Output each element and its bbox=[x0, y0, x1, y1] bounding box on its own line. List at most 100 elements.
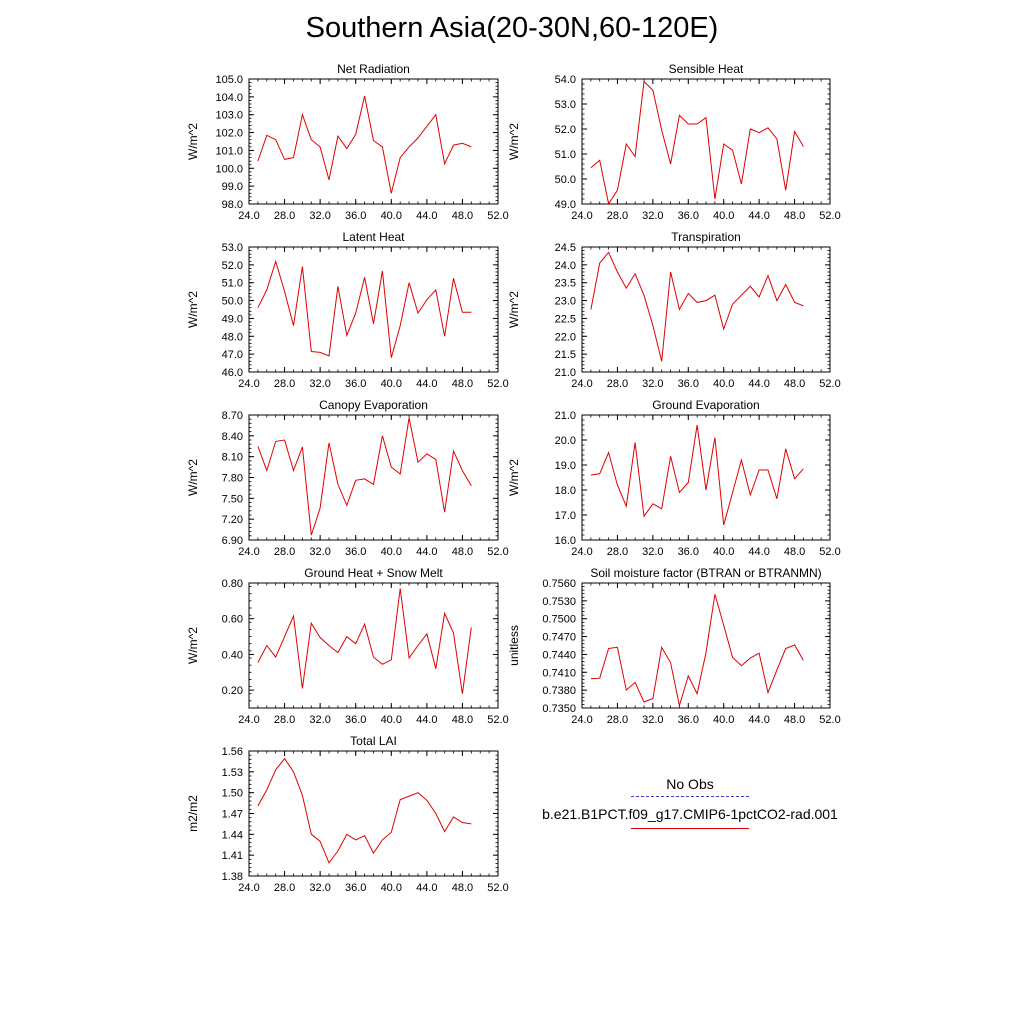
x-tick-label: 48.0 bbox=[784, 378, 805, 390]
y-tick-label: 49.0 bbox=[222, 313, 243, 325]
x-tick-label: 44.0 bbox=[748, 546, 769, 558]
x-tick-label: 24.0 bbox=[571, 714, 592, 726]
x-tick-label: 52.0 bbox=[487, 210, 508, 222]
y-axis-label: W/m^2 bbox=[186, 291, 200, 328]
chart-panel-7: Ground Heat + Snow Melt W/m^2 24.0 28.0 32.0… bbox=[186, 566, 509, 726]
x-tick-label: 44.0 bbox=[416, 714, 437, 726]
y-tick-label: 52.0 bbox=[222, 260, 243, 272]
y-axis-label: W/m^2 bbox=[507, 291, 521, 328]
x-tick-label: 28.0 bbox=[274, 546, 295, 558]
x-tick-label: 28.0 bbox=[607, 546, 628, 558]
series-line-model bbox=[590, 251, 804, 362]
plot-frame bbox=[248, 414, 499, 541]
chart-title: Soil moisture factor (BTRAN or BTRANMN) bbox=[590, 566, 821, 580]
plot-frame bbox=[248, 246, 499, 373]
x-tick-label: 28.0 bbox=[607, 210, 628, 222]
x-tick-label: 40.0 bbox=[381, 378, 402, 390]
x-tick-label: 36.0 bbox=[345, 882, 366, 894]
chart-title: Canopy Evaporation bbox=[319, 398, 428, 412]
x-tick-label: 40.0 bbox=[713, 378, 734, 390]
y-tick-label: 1.38 bbox=[222, 871, 243, 883]
y-tick-label: 8.10 bbox=[222, 452, 243, 464]
x-tick-label: 40.0 bbox=[381, 210, 402, 222]
chart-title: Sensible Heat bbox=[669, 62, 744, 76]
x-tick-label: 40.0 bbox=[381, 714, 402, 726]
series-line-model bbox=[257, 259, 472, 358]
x-tick-label: 48.0 bbox=[784, 714, 805, 726]
y-tick-label: 0.60 bbox=[222, 614, 243, 626]
chart-panel-4: Transpiration W/m^2 24.0 28.0 32.0 36.0 40.0 44… bbox=[507, 230, 841, 390]
x-tick-label: 28.0 bbox=[607, 378, 628, 390]
y-tick-label: 0.7440 bbox=[542, 649, 576, 661]
x-tick-label: 36.0 bbox=[678, 714, 699, 726]
x-tick-label: 48.0 bbox=[784, 210, 805, 222]
y-tick-label: 8.40 bbox=[222, 431, 243, 443]
y-tick-label: 53.0 bbox=[222, 242, 243, 254]
series-line-model bbox=[257, 588, 472, 694]
y-tick-label: 1.56 bbox=[222, 746, 243, 758]
x-tick-label: 48.0 bbox=[452, 378, 473, 390]
chart-panel-2: Sensible Heat W/m^2 24.0 28.0 32.0 36.0 40.0 44… bbox=[507, 62, 841, 222]
y-axis-label: W/m^2 bbox=[186, 123, 200, 160]
y-tick-label: 54.0 bbox=[555, 74, 576, 86]
x-tick-label: 48.0 bbox=[452, 882, 473, 894]
x-tick-label: 44.0 bbox=[416, 378, 437, 390]
x-tick-label: 40.0 bbox=[713, 714, 734, 726]
plot-frame bbox=[581, 246, 831, 373]
y-tick-label: 51.0 bbox=[222, 278, 243, 290]
legend-obs-label: No Obs bbox=[666, 776, 714, 792]
y-tick-label: 22.5 bbox=[555, 313, 576, 325]
series-line-model bbox=[590, 594, 804, 706]
x-tick-label: 52.0 bbox=[819, 714, 840, 726]
x-tick-label: 48.0 bbox=[452, 546, 473, 558]
x-tick-label: 40.0 bbox=[713, 546, 734, 558]
x-tick-label: 24.0 bbox=[238, 210, 259, 222]
x-tick-label: 32.0 bbox=[309, 546, 330, 558]
y-tick-label: 47.0 bbox=[222, 349, 243, 361]
chart-title: Total LAI bbox=[350, 734, 397, 748]
x-tick-label: 52.0 bbox=[487, 378, 508, 390]
y-tick-label: 48.0 bbox=[222, 331, 243, 343]
y-tick-label: 1.44 bbox=[222, 829, 243, 841]
plot-frame bbox=[248, 750, 499, 877]
plot-frame bbox=[248, 582, 499, 709]
legend: No Obs b.e21.B1PCT.f09_g17.CMIP6-1pctCO2… bbox=[530, 776, 850, 829]
y-tick-label: 21.0 bbox=[555, 367, 576, 379]
y-tick-label: 52.0 bbox=[555, 124, 576, 136]
x-tick-label: 44.0 bbox=[416, 210, 437, 222]
y-tick-label: 17.0 bbox=[555, 510, 576, 522]
x-tick-label: 32.0 bbox=[642, 714, 663, 726]
y-tick-label: 1.41 bbox=[222, 850, 243, 862]
y-tick-label: 19.0 bbox=[555, 460, 576, 472]
y-tick-label: 101.0 bbox=[215, 145, 243, 157]
page-title: Southern Asia(20-30N,60-120E) bbox=[305, 12, 719, 44]
x-tick-label: 40.0 bbox=[381, 882, 402, 894]
y-tick-label: 0.7410 bbox=[542, 667, 576, 679]
y-tick-label: 1.50 bbox=[222, 788, 243, 800]
x-tick-label: 32.0 bbox=[309, 210, 330, 222]
y-axis-label: W/m^2 bbox=[186, 459, 200, 496]
chart-panel-9: Total LAI m2/m2 24.0 28.0 32.0 36.0 40.0 44.0 48… bbox=[186, 734, 509, 894]
chart-title: Ground Heat + Snow Melt bbox=[304, 566, 443, 580]
x-tick-label: 24.0 bbox=[571, 546, 592, 558]
y-tick-label: 99.0 bbox=[222, 181, 243, 193]
chart-panel-8: Soil moisture factor (BTRAN or BTRANMN) u… bbox=[507, 566, 841, 726]
series-line-model bbox=[257, 95, 472, 194]
y-tick-label: 21.0 bbox=[555, 410, 576, 422]
x-tick-label: 24.0 bbox=[238, 882, 259, 894]
x-tick-label: 32.0 bbox=[309, 378, 330, 390]
x-tick-label: 28.0 bbox=[274, 210, 295, 222]
x-tick-label: 36.0 bbox=[678, 378, 699, 390]
y-tick-label: 100.0 bbox=[215, 163, 243, 175]
chart-panel-3: Latent Heat W/m^2 24.0 28.0 32.0 36.0 40.0 44.0… bbox=[186, 230, 509, 390]
y-tick-label: 23.5 bbox=[555, 278, 576, 290]
y-tick-label: 0.20 bbox=[222, 685, 243, 697]
x-tick-label: 52.0 bbox=[819, 546, 840, 558]
y-tick-label: 0.7500 bbox=[542, 614, 576, 626]
x-tick-label: 28.0 bbox=[274, 882, 295, 894]
y-tick-label: 103.0 bbox=[215, 110, 243, 122]
x-tick-label: 24.0 bbox=[238, 378, 259, 390]
series-line-model bbox=[590, 424, 804, 526]
x-tick-label: 32.0 bbox=[309, 882, 330, 894]
y-tick-label: 23.0 bbox=[555, 296, 576, 308]
